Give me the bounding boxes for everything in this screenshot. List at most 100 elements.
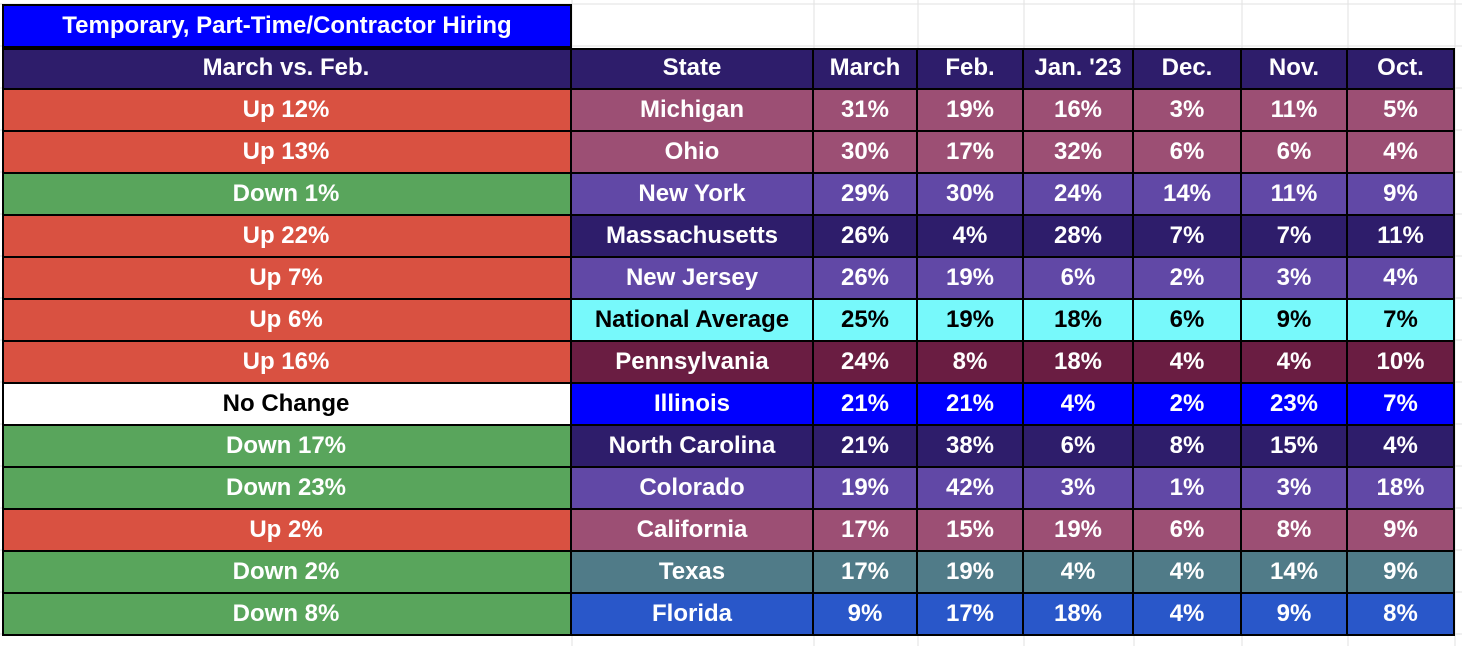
- column-header-0[interactable]: March vs. Feb.: [2, 48, 572, 90]
- value-cell[interactable]: 9%: [1348, 174, 1455, 216]
- value-cell[interactable]: 4%: [1348, 426, 1455, 468]
- change-cell[interactable]: No Change: [2, 384, 572, 426]
- value-cell[interactable]: 4%: [1348, 258, 1455, 300]
- value-cell[interactable]: 30%: [918, 174, 1024, 216]
- value-cell[interactable]: 19%: [918, 90, 1024, 132]
- value-cell[interactable]: 42%: [918, 468, 1024, 510]
- value-cell[interactable]: 7%: [1242, 216, 1348, 258]
- state-cell[interactable]: Florida: [572, 594, 814, 636]
- column-header-1[interactable]: State: [572, 48, 814, 90]
- value-cell[interactable]: 3%: [1134, 90, 1242, 132]
- state-cell[interactable]: Pennsylvania: [572, 342, 814, 384]
- value-cell[interactable]: 31%: [814, 90, 918, 132]
- sheet-title[interactable]: Temporary, Part-Time/Contractor Hiring: [2, 4, 572, 48]
- change-cell[interactable]: Down 8%: [2, 594, 572, 636]
- value-cell[interactable]: 7%: [1348, 300, 1455, 342]
- value-cell[interactable]: 21%: [918, 384, 1024, 426]
- value-cell[interactable]: 3%: [1024, 468, 1134, 510]
- value-cell[interactable]: 16%: [1024, 90, 1134, 132]
- value-cell[interactable]: 18%: [1024, 300, 1134, 342]
- state-cell[interactable]: North Carolina: [572, 426, 814, 468]
- value-cell[interactable]: 9%: [814, 594, 918, 636]
- value-cell[interactable]: 3%: [1242, 468, 1348, 510]
- value-cell[interactable]: 1%: [1134, 468, 1242, 510]
- value-cell[interactable]: 8%: [918, 342, 1024, 384]
- value-cell[interactable]: 14%: [1242, 552, 1348, 594]
- value-cell[interactable]: 6%: [1024, 258, 1134, 300]
- value-cell[interactable]: 14%: [1134, 174, 1242, 216]
- change-cell[interactable]: Down 17%: [2, 426, 572, 468]
- value-cell[interactable]: 8%: [1134, 426, 1242, 468]
- change-cell[interactable]: Up 12%: [2, 90, 572, 132]
- value-cell[interactable]: 4%: [1348, 132, 1455, 174]
- change-cell[interactable]: Up 7%: [2, 258, 572, 300]
- value-cell[interactable]: 11%: [1242, 90, 1348, 132]
- value-cell[interactable]: 15%: [1242, 426, 1348, 468]
- change-cell[interactable]: Down 1%: [2, 174, 572, 216]
- value-cell[interactable]: 17%: [814, 510, 918, 552]
- value-cell[interactable]: 11%: [1348, 216, 1455, 258]
- value-cell[interactable]: 4%: [1134, 594, 1242, 636]
- column-header-2[interactable]: March: [814, 48, 918, 90]
- value-cell[interactable]: 6%: [1134, 300, 1242, 342]
- value-cell[interactable]: 9%: [1348, 510, 1455, 552]
- value-cell[interactable]: 25%: [814, 300, 918, 342]
- value-cell[interactable]: 2%: [1134, 384, 1242, 426]
- value-cell[interactable]: 7%: [1348, 384, 1455, 426]
- column-header-5[interactable]: Dec.: [1134, 48, 1242, 90]
- value-cell[interactable]: 26%: [814, 216, 918, 258]
- value-cell[interactable]: 17%: [814, 552, 918, 594]
- value-cell[interactable]: 19%: [814, 468, 918, 510]
- value-cell[interactable]: 2%: [1134, 258, 1242, 300]
- value-cell[interactable]: 6%: [1242, 132, 1348, 174]
- value-cell[interactable]: 19%: [1024, 510, 1134, 552]
- column-header-3[interactable]: Feb.: [918, 48, 1024, 90]
- value-cell[interactable]: 9%: [1348, 552, 1455, 594]
- change-cell[interactable]: Up 6%: [2, 300, 572, 342]
- value-cell[interactable]: 11%: [1242, 174, 1348, 216]
- column-header-4[interactable]: Jan. '23: [1024, 48, 1134, 90]
- value-cell[interactable]: 9%: [1242, 594, 1348, 636]
- value-cell[interactable]: 18%: [1024, 342, 1134, 384]
- value-cell[interactable]: 4%: [1134, 342, 1242, 384]
- value-cell[interactable]: 10%: [1348, 342, 1455, 384]
- value-cell[interactable]: 8%: [1348, 594, 1455, 636]
- value-cell[interactable]: 15%: [918, 510, 1024, 552]
- value-cell[interactable]: 29%: [814, 174, 918, 216]
- value-cell[interactable]: 7%: [1134, 216, 1242, 258]
- state-cell[interactable]: Texas: [572, 552, 814, 594]
- change-cell[interactable]: Up 2%: [2, 510, 572, 552]
- value-cell[interactable]: 24%: [1024, 174, 1134, 216]
- state-cell[interactable]: Colorado: [572, 468, 814, 510]
- change-cell[interactable]: Up 22%: [2, 216, 572, 258]
- value-cell[interactable]: 6%: [1134, 132, 1242, 174]
- change-cell[interactable]: Down 2%: [2, 552, 572, 594]
- change-cell[interactable]: Up 16%: [2, 342, 572, 384]
- value-cell[interactable]: 24%: [814, 342, 918, 384]
- value-cell[interactable]: 18%: [1348, 468, 1455, 510]
- column-header-6[interactable]: Nov.: [1242, 48, 1348, 90]
- value-cell[interactable]: 4%: [1024, 552, 1134, 594]
- value-cell[interactable]: 32%: [1024, 132, 1134, 174]
- value-cell[interactable]: 5%: [1348, 90, 1455, 132]
- value-cell[interactable]: 19%: [918, 258, 1024, 300]
- value-cell[interactable]: 17%: [918, 132, 1024, 174]
- value-cell[interactable]: 21%: [814, 426, 918, 468]
- state-cell[interactable]: California: [572, 510, 814, 552]
- state-cell[interactable]: Illinois: [572, 384, 814, 426]
- value-cell[interactable]: 3%: [1242, 258, 1348, 300]
- value-cell[interactable]: 21%: [814, 384, 918, 426]
- value-cell[interactable]: 4%: [1134, 552, 1242, 594]
- state-cell[interactable]: New York: [572, 174, 814, 216]
- value-cell[interactable]: 19%: [918, 300, 1024, 342]
- value-cell[interactable]: 9%: [1242, 300, 1348, 342]
- value-cell[interactable]: 19%: [918, 552, 1024, 594]
- state-cell[interactable]: National Average: [572, 300, 814, 342]
- value-cell[interactable]: 4%: [918, 216, 1024, 258]
- value-cell[interactable]: 28%: [1024, 216, 1134, 258]
- value-cell[interactable]: 38%: [918, 426, 1024, 468]
- value-cell[interactable]: 8%: [1242, 510, 1348, 552]
- column-header-7[interactable]: Oct.: [1348, 48, 1455, 90]
- state-cell[interactable]: New Jersey: [572, 258, 814, 300]
- value-cell[interactable]: 23%: [1242, 384, 1348, 426]
